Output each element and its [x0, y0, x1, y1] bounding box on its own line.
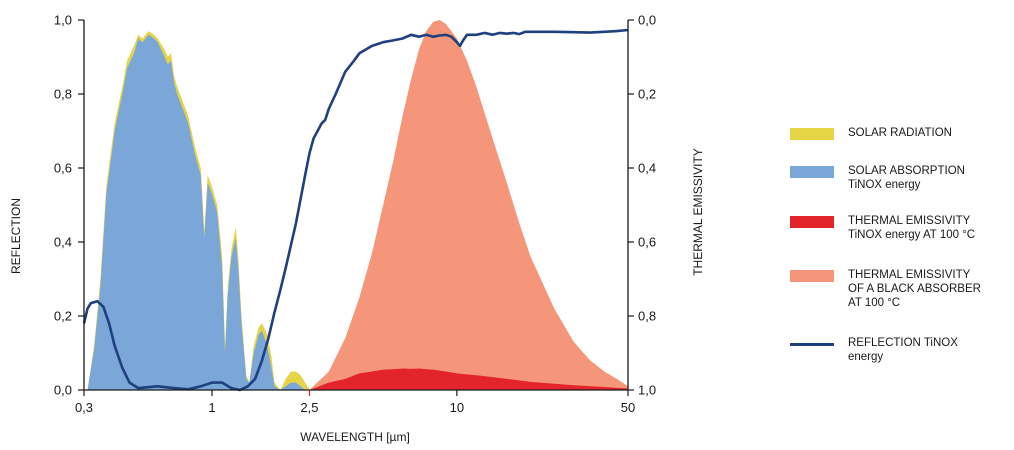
legend-label-line3: AT 100 °C [848, 297, 901, 309]
area-thermal-emissivity-tinox-energy-at-100-c [309, 368, 628, 390]
legend-swatch-thermal-emissivity-tinox [790, 216, 834, 228]
legend-label-line2: OF A BLACK ABSORBER [848, 283, 981, 295]
legend-label-line2: TiNOX energy [848, 179, 921, 191]
legend-label: REFLECTION TiNOX [848, 337, 958, 349]
x-tick-label: 10 [450, 400, 464, 415]
area-solar-absorption-tinox-energy [87, 34, 310, 391]
area-thermal-emissivity-of-a-black-absorber [309, 20, 628, 390]
left-y-tick-label: 0,4 [54, 235, 72, 250]
right-y-tick-label: 0,8 [638, 309, 656, 324]
left-y-tick-label: 0,8 [54, 87, 72, 102]
right-y-axis-title: THERMAL EMISSIVITY [691, 148, 705, 276]
x-tick-label: 50 [621, 400, 635, 415]
left-y-tick-label: 0,6 [54, 161, 72, 176]
right-y-tick-label: 0,4 [638, 161, 656, 176]
legend-swatch-reflection [790, 343, 834, 346]
right-y-tick-label: 0,2 [638, 87, 656, 102]
axis-frame [83, 20, 629, 391]
legend-label: THERMAL EMISSIVITY [848, 215, 971, 227]
x-tick-label: 1 [208, 400, 215, 415]
left-y-tick-label: 0,0 [54, 383, 72, 398]
legend-label: THERMAL EMISSIVITY [848, 269, 971, 281]
legend-label: SOLAR RADIATION [848, 127, 952, 139]
right-y-tick-label: 1,0 [638, 383, 656, 398]
x-tick-label: 0,3 [75, 400, 93, 415]
legend-label-line2: TiNOX energy AT 100 °C [848, 229, 976, 241]
legend-swatch-thermal-emissivity-black [790, 270, 834, 282]
left-y-axis-title: REFLECTION [9, 198, 23, 274]
x-axis-title: WAVELENGTH [µm] [300, 430, 410, 444]
area-layer [87, 20, 628, 391]
right-y-tick-label: 0,6 [638, 235, 656, 250]
left-y-tick-label: 0,2 [54, 309, 72, 324]
legend-swatch-solar-radiation [790, 128, 834, 140]
legend-label: SOLAR ABSORPTION [848, 165, 965, 177]
left-y-tick-label: 1,0 [54, 13, 72, 28]
x-tick-label: 2,5 [300, 400, 318, 415]
legend-swatch-solar-absorption [790, 166, 834, 178]
right-y-tick-label: 0,0 [638, 13, 656, 28]
legend-label-line2: energy [848, 351, 884, 363]
line-reflection-tinox [82, 28, 629, 392]
line-layer [82, 28, 629, 392]
axes-layer: 0,00,20,40,60,81,01,00,80,60,40,20,00,3 1… [54, 13, 656, 416]
